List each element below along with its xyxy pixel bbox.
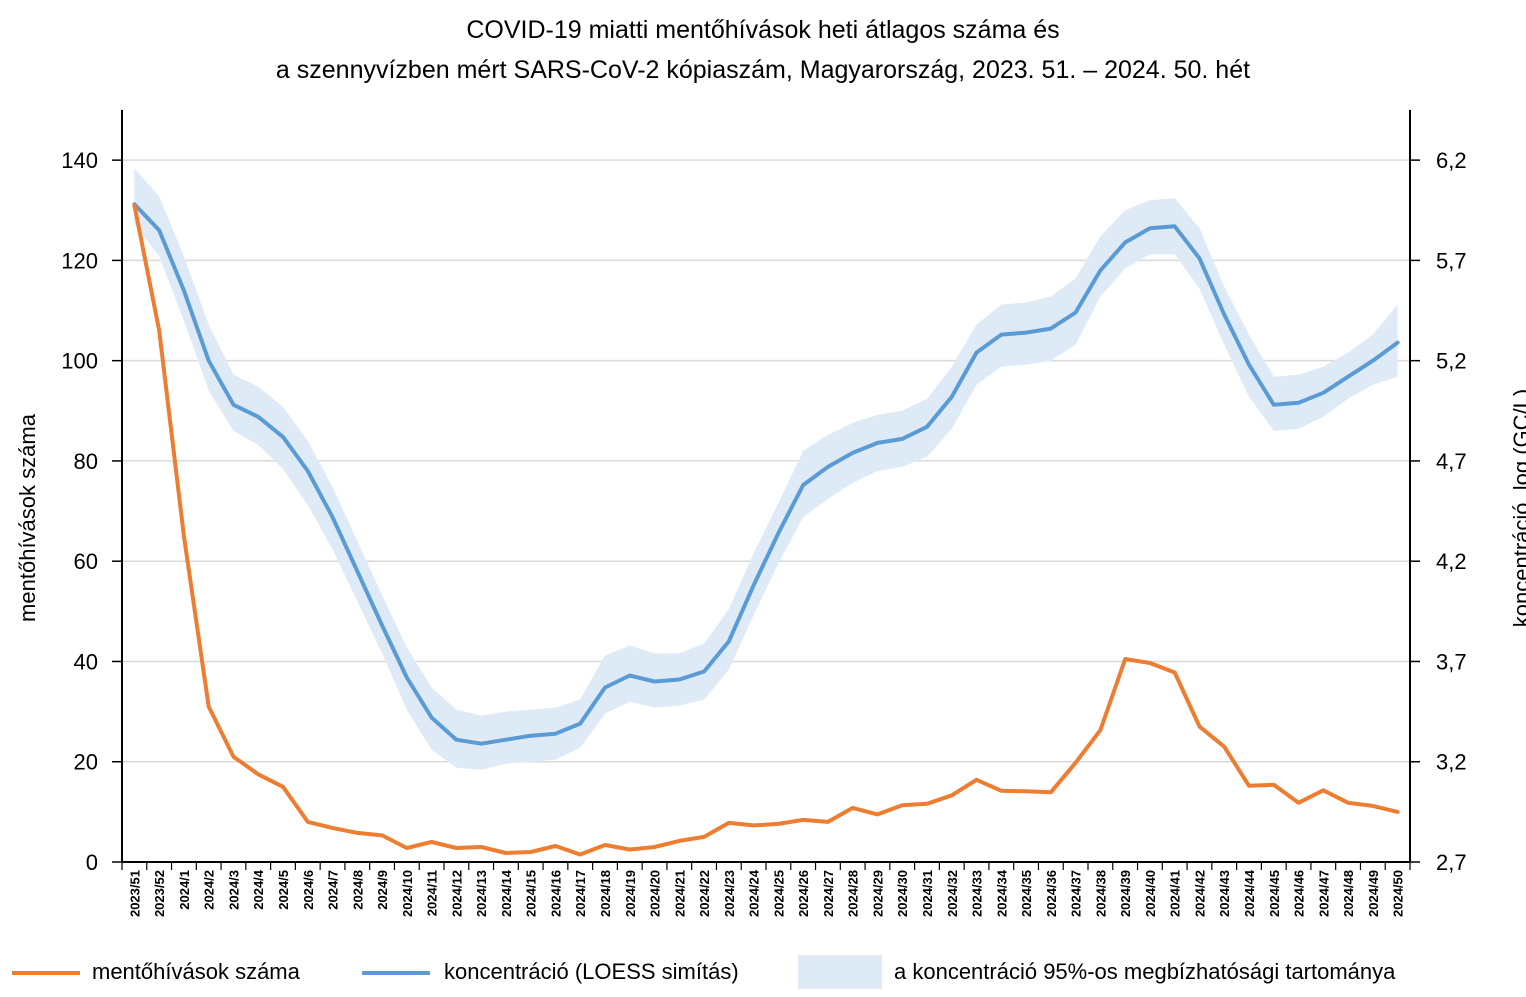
x-tick-label: 2024/40 [1143, 870, 1158, 917]
x-tick-label: 2024/13 [474, 870, 489, 917]
x-tick-label: 2024/45 [1267, 870, 1282, 917]
x-tick-label: 2024/43 [1217, 870, 1232, 917]
x-tick-label: 2024/11 [425, 870, 440, 916]
x-tick-label: 2023/51 [127, 870, 142, 917]
x-tick-label: 2024/4 [251, 869, 266, 910]
x-tick-label: 2024/26 [796, 870, 811, 917]
axes [112, 110, 1420, 870]
x-tick-label: 2024/16 [549, 870, 564, 917]
x-tick-label: 2024/39 [1118, 870, 1133, 917]
x-tick-label: 2024/30 [895, 870, 910, 917]
x-tick-labels: 2023/51 2023/52 2024/1 2024/2 2024/3 2024/4 20… [127, 869, 1405, 917]
y2-tick-label: 3,7 [1436, 649, 1467, 674]
x-tick-label: 2024/22 [697, 870, 712, 917]
x-tick-label: 2024/35 [1019, 870, 1034, 917]
y-tick-labels: 0 20 40 60 80 100 120 140 [61, 148, 98, 875]
x-tick-label: 2024/2 [202, 870, 217, 910]
confidence-band-area [134, 168, 1398, 770]
legend-label-calls: mentőhívások száma [92, 959, 300, 984]
x-tick-label: 2024/14 [499, 869, 514, 917]
y2-axis-label: koncentráció, log (GC/L) [1509, 388, 1526, 628]
series-lines [132, 202, 1400, 857]
x-tick-label: 2024/6 [301, 870, 316, 910]
x-tick-label: 2024/50 [1391, 870, 1406, 917]
x-tick-label: 2024/3 [227, 870, 242, 910]
y-tick-label: 80 [74, 449, 98, 474]
x-tick-label: 2024/7 [326, 870, 341, 910]
x-tick-label: 2024/36 [1044, 870, 1059, 917]
x-tick-label: 2024/15 [524, 870, 539, 917]
x-tick-label: 2024/47 [1316, 870, 1331, 917]
x-tick-label: 2024/8 [350, 870, 365, 910]
chart-title-line-1: COVID-19 miatti mentőhívások heti átlago… [466, 16, 1060, 44]
x-tick-label: 2024/48 [1341, 870, 1356, 917]
x-tick-label: 2024/46 [1292, 870, 1307, 917]
x-tick-label: 2024/38 [1093, 870, 1108, 917]
x-tick-label: 2024/44 [1242, 869, 1257, 917]
x-tick-label: 2024/37 [1069, 870, 1084, 917]
x-tick-label: 2024/5 [276, 870, 291, 910]
y-tick-label: 60 [74, 549, 98, 574]
confidence-band [134, 168, 1398, 770]
x-tick-label: 2024/19 [623, 870, 638, 917]
y-tick-label: 20 [74, 750, 98, 775]
x-tick-label: 2024/28 [846, 870, 861, 917]
y2-tick-labels: 2,7 3,2 3,7 4,2 4,7 5,2 5,7 6,2 [1436, 148, 1467, 875]
x-tick-label: 2024/10 [400, 870, 415, 917]
x-tick-label: 2024/41 [1168, 870, 1183, 917]
x-tick-label: 2024/42 [1193, 870, 1208, 917]
y2-tick-label: 5,7 [1436, 248, 1467, 273]
y-tick-label: 140 [61, 148, 98, 173]
x-tick-label: 2024/24 [747, 869, 762, 917]
y-tick-label: 100 [61, 349, 98, 374]
x-tick-label: 2024/17 [573, 870, 588, 917]
legend: mentőhívások száma koncentráció (LOESS s… [0, 955, 1526, 991]
y2-tick-label: 4,7 [1436, 449, 1467, 474]
x-tick-label: 2023/52 [152, 870, 167, 917]
x-tick-label: 2024/21 [672, 870, 687, 917]
y-tick-label: 120 [61, 248, 98, 273]
y-axis-label: mentőhívások száma [15, 414, 40, 622]
y2-tick-label: 5,2 [1436, 349, 1467, 374]
chart-title-line-2: a szennyvízben mért SARS-CoV-2 kópiaszám… [275, 56, 1251, 84]
y-tick-label: 0 [86, 850, 98, 875]
calls-line [132, 203, 1400, 857]
x-tick-label: 2024/18 [598, 870, 613, 917]
legend-swatch-calls [12, 971, 80, 975]
x-tick-label: 2024/1 [177, 870, 192, 910]
legend-swatch-band [798, 955, 882, 989]
x-tick-label: 2024/12 [449, 870, 464, 917]
x-tick-label: 2024/20 [648, 870, 663, 917]
x-tick-label: 2024/23 [722, 870, 737, 917]
concentration-line [132, 202, 1400, 746]
y-tick-label: 40 [74, 649, 98, 674]
y2-tick-label: 6,2 [1436, 148, 1467, 173]
x-tick-label: 2024/49 [1366, 870, 1381, 917]
legend-label-concentration: koncentráció (LOESS simítás) [444, 959, 739, 984]
y2-tick-label: 4,2 [1436, 549, 1467, 574]
x-tick-label: 2024/31 [920, 870, 935, 917]
x-tick-label: 2024/33 [970, 870, 985, 917]
x-tick-label: 2024/32 [945, 870, 960, 917]
legend-swatch-concentration [362, 971, 430, 975]
x-tick-label: 2024/29 [871, 870, 886, 917]
x-tick-label: 2024/27 [821, 870, 836, 917]
y2-tick-label: 2,7 [1436, 850, 1467, 875]
x-tick-label: 2024/9 [375, 870, 390, 910]
legend-label-band: a koncentráció 95%-os megbízhatósági tar… [894, 959, 1396, 984]
y2-tick-label: 3,2 [1436, 750, 1467, 775]
x-tick-label: 2024/25 [771, 870, 786, 917]
x-tick-label: 2024/34 [994, 869, 1009, 917]
